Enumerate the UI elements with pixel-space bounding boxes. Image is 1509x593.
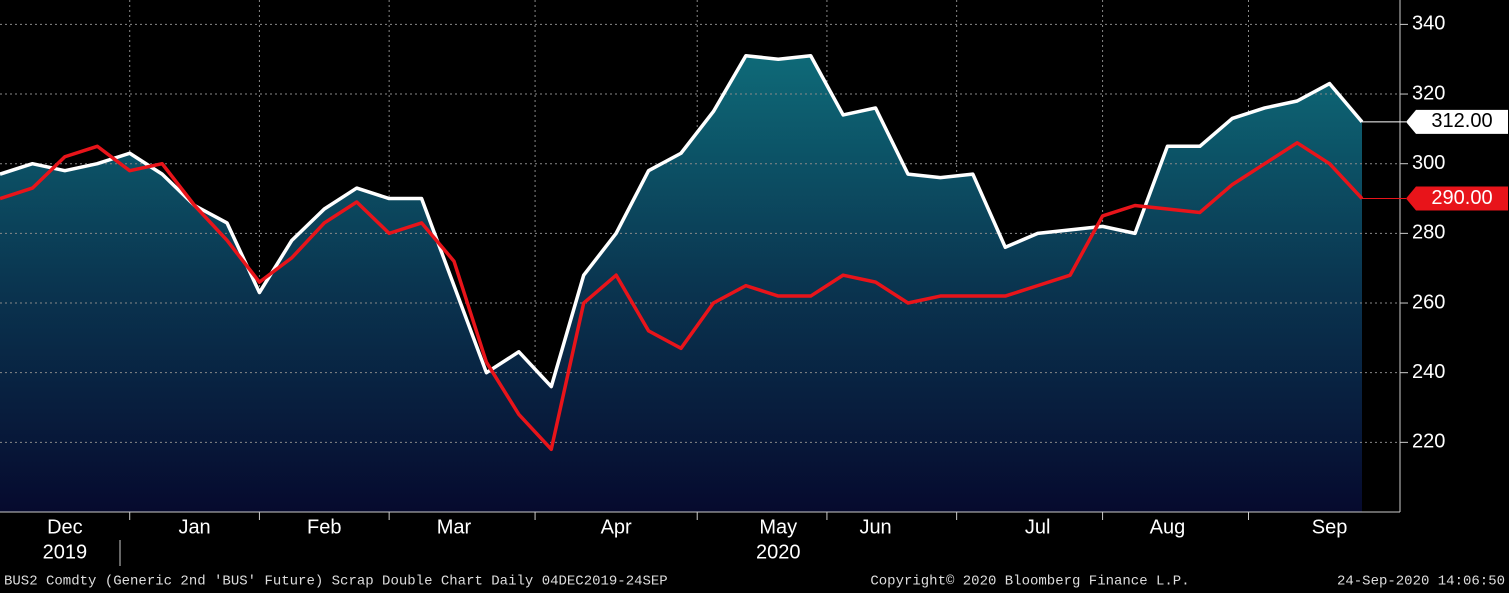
x-tick-label: Mar [437, 516, 472, 538]
x-tick-label: Apr [601, 516, 632, 538]
area [0, 55, 1362, 512]
y-tick-label: 240 [1412, 361, 1445, 383]
x-tick-label: May [759, 516, 797, 538]
y-tick-label: 280 [1412, 222, 1445, 244]
last-value-label: 312.00 [1431, 110, 1492, 132]
x-tick-label: Jan [178, 516, 210, 538]
y-tick-label: 260 [1412, 291, 1445, 313]
x-tick-label: Aug [1150, 516, 1186, 538]
year-label: 2019 [43, 541, 88, 563]
y-tick-label: 300 [1412, 152, 1445, 174]
last-value-label: 290.00 [1431, 187, 1492, 209]
footer-left: BUS2 Comdty (Generic 2nd 'BUS' Future) S… [4, 574, 668, 590]
x-tick-label: Feb [307, 516, 341, 538]
line [0, 141, 1364, 452]
last-value-tag [1406, 109, 1508, 134]
line [0, 53, 1364, 389]
x-tick-label: Jun [859, 516, 891, 538]
y-tick-label: 340 [1412, 13, 1445, 35]
footer-right: 24-Sep-2020 14:06:50 [1337, 574, 1505, 590]
x-tick-label: Jul [1025, 516, 1051, 538]
x-tick-label: Sep [1312, 516, 1348, 538]
y-tick-label: 320 [1412, 82, 1445, 104]
footer-center: Copyright© 2020 Bloomberg Finance L.P. [870, 574, 1189, 590]
y-tick-label: 220 [1412, 431, 1445, 453]
x-tick-label: Dec [47, 516, 83, 538]
year-label: 2020 [756, 541, 801, 563]
last-value-tag [1406, 186, 1508, 211]
